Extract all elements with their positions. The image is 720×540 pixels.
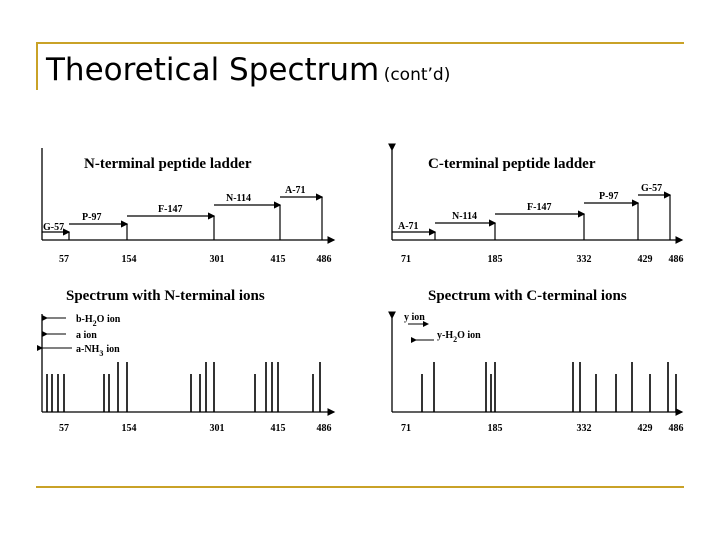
c-ladder-residue-5: G-57 — [641, 183, 662, 194]
slide-title: Theoretical Spectrum (cont’d) — [46, 52, 450, 88]
n-ladder-panel: N-terminal peptide ladder G-57 P-97 F-14… — [41, 148, 336, 265]
n-legend-label-2: a ion — [76, 330, 97, 341]
c-spectrum-peaks — [421, 362, 677, 412]
c-ladder-residue-3: F-147 — [527, 202, 551, 213]
n-spectrum-tick-2: 154 — [122, 423, 137, 434]
n-legend-label-1: b-H2O ion — [76, 314, 121, 328]
frame-left-line — [36, 42, 38, 90]
frame-bottom-line — [36, 486, 684, 488]
c-ladder-tick-2: 185 — [488, 254, 503, 265]
c-spectrum-tick-3: 332 — [577, 423, 592, 434]
n-ladder-tick-1: 57 — [59, 254, 69, 265]
n-legend-label-3: a-NH3 ion — [76, 344, 120, 358]
n-spectrum-peaks — [46, 362, 321, 412]
c-spectrum-tick-1: 71 — [401, 423, 411, 434]
c-ladder-tick-1: 71 — [401, 254, 411, 265]
n-spectrum-tick-5: 486 — [317, 423, 332, 434]
c-ladder-panel: C-terminal peptide ladder A-71 N-114 F-1… — [388, 143, 684, 265]
c-ladder-residue-1: A-71 — [398, 221, 419, 232]
n-ladder-residue-5: A-71 — [285, 185, 306, 196]
c-spectrum-tick-5: 486 — [669, 423, 684, 434]
c-spectrum-tick-4: 429 — [638, 423, 653, 434]
slide-title-main: Theoretical Spectrum — [46, 52, 380, 88]
n-ladder-tick-3: 301 — [210, 254, 225, 265]
n-spectrum-tick-4: 415 — [271, 423, 286, 434]
c-ladder-residue-4: P-97 — [599, 191, 618, 202]
slide-title-suffix: (cont’d) — [383, 65, 451, 85]
n-spectrum-tick-1: 57 — [59, 423, 69, 434]
c-ladder-tick-5: 486 — [669, 254, 684, 265]
c-spectrum-tick-2: 185 — [488, 423, 503, 434]
n-ladder-tick-4: 415 — [271, 254, 286, 265]
frame-top-line — [36, 42, 684, 44]
n-ladder-residue-2: P-97 — [82, 212, 101, 223]
c-ladder-tick-4: 429 — [638, 254, 653, 265]
n-ladder-residue-3: F-147 — [158, 204, 182, 215]
c-ladder-residue-2: N-114 — [452, 211, 477, 222]
c-legend-label-1: y ion — [404, 312, 425, 323]
n-spectrum-panel: Spectrum with N-terminal ions b-H2O ion … — [37, 288, 336, 434]
n-spectrum-heading: Spectrum with N-terminal ions — [66, 288, 265, 304]
c-spectrum-panel: Spectrum with C-terminal ions y ion y-H2… — [388, 288, 684, 434]
n-ladder-tick-5: 486 — [317, 254, 332, 265]
n-ladder-heading: N-terminal peptide ladder — [84, 156, 252, 172]
c-spectrum-heading: Spectrum with C-terminal ions — [428, 288, 627, 304]
c-ladder-heading: C-terminal peptide ladder — [428, 156, 596, 172]
c-legend-label-2: y-H2O ion — [437, 330, 481, 344]
n-spectrum-tick-3: 301 — [210, 423, 225, 434]
n-ladder-residue-4: N-114 — [226, 193, 251, 204]
n-ladder-residue-1: G-57 — [43, 222, 64, 233]
n-ladder-tick-2: 154 — [122, 254, 137, 265]
c-ladder-tick-3: 332 — [577, 254, 592, 265]
